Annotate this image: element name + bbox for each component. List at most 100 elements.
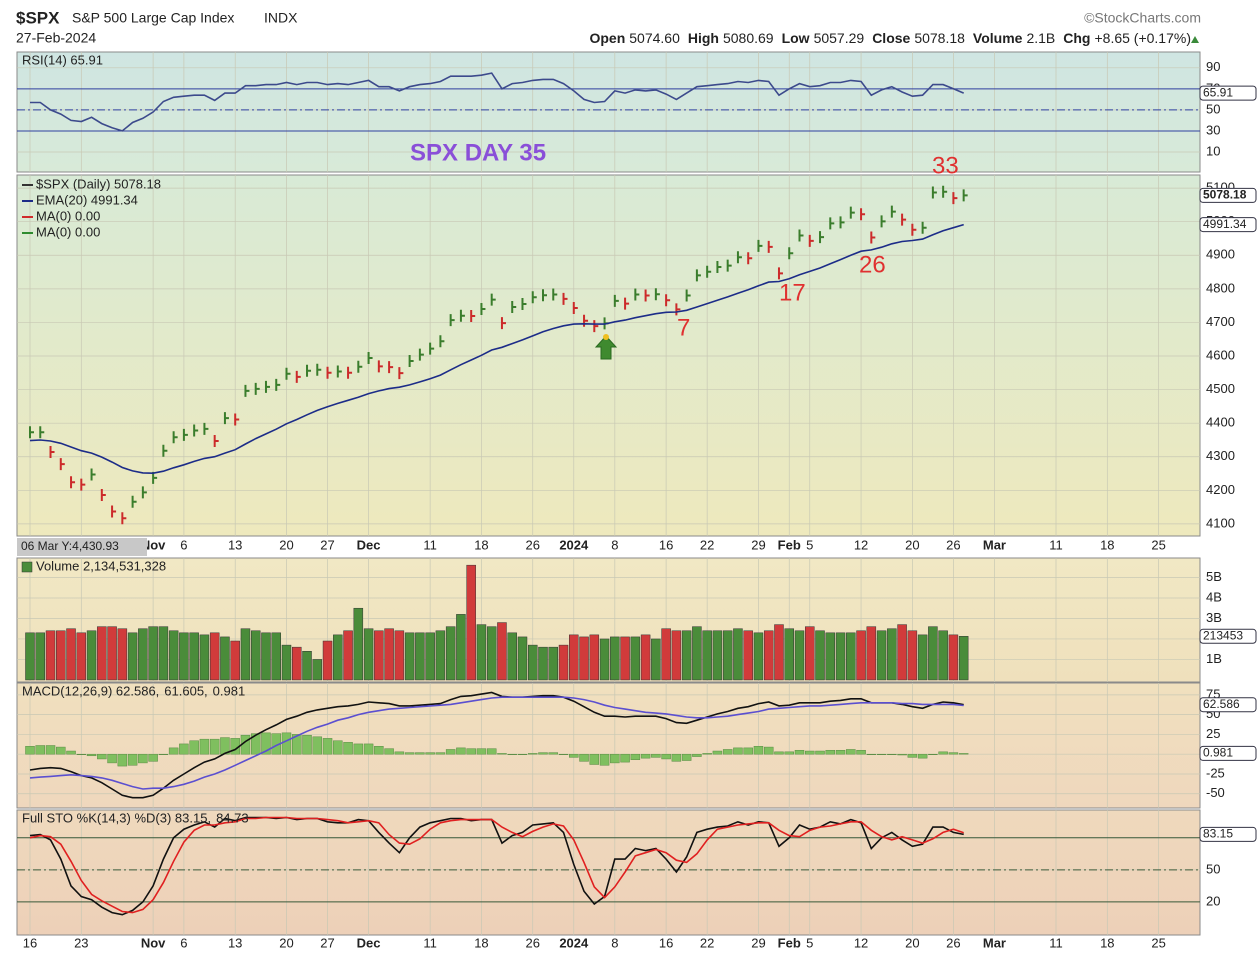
quote-label: Volume [973, 30, 1023, 46]
volume-bar [25, 632, 35, 681]
price-bar [901, 213, 907, 226]
histogram-bar [610, 753, 620, 764]
volume-bar [240, 628, 251, 681]
histogram-bar [45, 745, 56, 755]
volume-bar [907, 630, 918, 681]
price-bar [552, 288, 558, 301]
price-bar [849, 206, 855, 219]
value-box [1199, 85, 1257, 101]
price-bar [418, 348, 424, 361]
histogram-bar [887, 753, 897, 755]
price-bar [890, 205, 896, 218]
histogram-bar [404, 752, 415, 755]
value-box-label: 62.586 [1203, 697, 1240, 711]
histogram-bar [56, 746, 66, 755]
price-bar [880, 215, 886, 228]
volume-bar [97, 626, 107, 681]
price-bar [562, 292, 568, 305]
volume-bar [343, 630, 353, 681]
x-tick-label: 6 [180, 537, 187, 552]
volume-bar [671, 630, 682, 681]
volume-bar [538, 646, 548, 681]
plot: 1030507090RSI(14) 65.9165.91410042004300… [16, 51, 1257, 950]
quote-value: 5078.18 [914, 30, 965, 46]
volume-bar [569, 634, 579, 681]
value-box-label: 65.91 [1203, 85, 1233, 99]
histogram-bar [209, 738, 220, 755]
volume-bar [517, 636, 528, 681]
value-box-label: 4991.34 [1203, 217, 1247, 231]
x-tick-label: 16 [659, 935, 673, 950]
volume-bar [312, 659, 323, 681]
price-bar [449, 314, 455, 327]
price-bar [911, 223, 917, 236]
annotation: 17 [779, 279, 806, 306]
volume-bar [651, 638, 661, 681]
x-tick-label: 26 [526, 537, 540, 552]
volume-bar [250, 630, 261, 681]
price-bar [223, 412, 229, 425]
volume-bar [733, 628, 743, 681]
x-tick-label: 8 [611, 537, 618, 552]
price-bar [870, 231, 876, 244]
x-tick-label: 8 [611, 935, 618, 950]
x-tick-label: 2024 [559, 935, 589, 950]
histogram-bar [148, 753, 158, 762]
arrow-marker [594, 335, 618, 360]
volume-bar [117, 628, 128, 681]
y-tick-label: 10 [1206, 143, 1220, 158]
volume-bar [76, 632, 87, 681]
price-bar [306, 364, 312, 377]
volume-bar [805, 626, 815, 681]
histogram-bar [127, 753, 138, 766]
price-bar [624, 297, 630, 310]
volume-bar [486, 626, 497, 681]
histogram-bar [322, 738, 333, 755]
price-bar [100, 489, 106, 502]
volume-bar [948, 634, 959, 681]
price-bar [70, 476, 76, 489]
volume-bar [661, 628, 671, 681]
price-bar [336, 365, 342, 378]
x-tick-label: 13 [228, 935, 242, 950]
price-bar [860, 208, 866, 221]
price-bar [59, 458, 65, 471]
annotation: SPX DAY 35 [410, 139, 546, 166]
volume-bar [548, 646, 559, 681]
histogram-bar [897, 753, 907, 756]
y-tick-label: 50 [1206, 101, 1220, 116]
histogram-bar [138, 753, 148, 764]
annotation: 26 [859, 251, 886, 278]
price-bar [511, 300, 517, 313]
x-tick-label: 27 [320, 935, 334, 950]
price-bar [111, 505, 117, 518]
x-tick-label: 6 [180, 935, 187, 950]
histogram-bar [343, 742, 353, 755]
quote-label: Chg [1063, 30, 1090, 46]
legend-label: RSI(14) 65.91 [22, 52, 103, 67]
price-bar [665, 294, 671, 307]
price-bar [521, 297, 527, 310]
volume-bar [958, 636, 969, 681]
index-name: S&P 500 Large Cap Index [72, 10, 234, 26]
volume-bar [148, 626, 158, 681]
volume-bar [209, 632, 220, 681]
x-tick-label: 20 [279, 935, 293, 950]
price-bar [141, 486, 147, 499]
volume-bar [220, 636, 230, 681]
x-tick-label: Feb [778, 537, 801, 552]
arrow-dot [603, 334, 609, 340]
price-bar [962, 189, 968, 202]
volume-bar [127, 632, 138, 681]
legend-label: Full STO %K(14,3) %D(3) 83.15, [22, 810, 211, 825]
histogram-bar [712, 750, 723, 755]
volume-bar [179, 632, 189, 681]
cursor-box [17, 538, 147, 556]
price-bar [777, 267, 783, 280]
volume-bar [394, 630, 405, 681]
histogram-bar [189, 740, 199, 755]
quote-value: +8.65 (+0.17%) [1094, 30, 1191, 46]
price-bar [531, 291, 537, 304]
price-bar [367, 352, 373, 365]
y-tick-label: 50 [1206, 861, 1220, 876]
